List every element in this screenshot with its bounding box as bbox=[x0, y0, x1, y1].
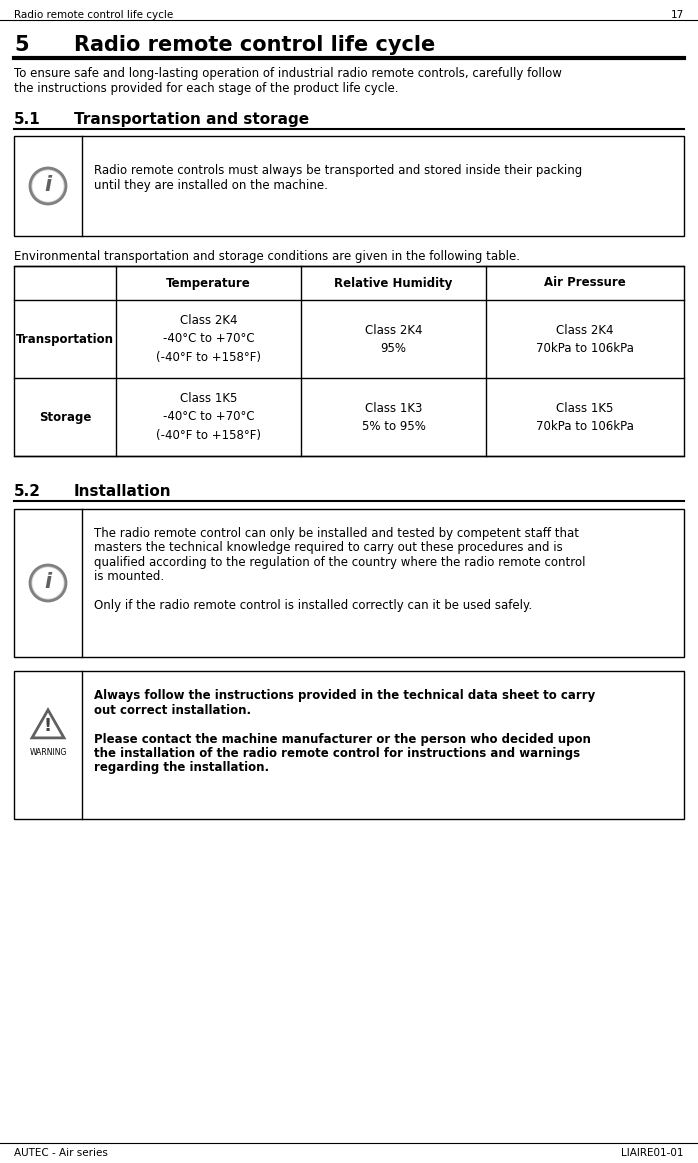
Text: Temperature: Temperature bbox=[166, 277, 251, 290]
Text: until they are installed on the machine.: until they are installed on the machine. bbox=[94, 179, 328, 192]
Text: Transportation and storage: Transportation and storage bbox=[74, 112, 309, 127]
Circle shape bbox=[30, 565, 66, 601]
Text: Class 2K4
95%: Class 2K4 95% bbox=[365, 323, 422, 355]
Bar bbox=[14, 266, 684, 456]
Text: out correct installation.: out correct installation. bbox=[94, 704, 251, 716]
Text: Installation: Installation bbox=[74, 484, 172, 499]
Text: i: i bbox=[45, 572, 52, 592]
Text: Radio remote control life cycle: Radio remote control life cycle bbox=[14, 10, 173, 20]
Text: Please contact the machine manufacturer or the person who decided upon: Please contact the machine manufacturer … bbox=[94, 733, 591, 745]
Text: Class 2K4
70kPa to 106kPa: Class 2K4 70kPa to 106kPa bbox=[536, 323, 634, 355]
Bar bbox=[14, 136, 684, 236]
Text: the instructions provided for each stage of the product life cycle.: the instructions provided for each stage… bbox=[14, 83, 399, 95]
Text: 5.2: 5.2 bbox=[14, 484, 41, 499]
Text: !: ! bbox=[44, 718, 52, 735]
Text: Relative Humidity: Relative Humidity bbox=[334, 277, 453, 290]
Text: Storage: Storage bbox=[39, 411, 91, 423]
Bar bbox=[14, 509, 684, 657]
Text: WARNING: WARNING bbox=[29, 748, 67, 757]
Text: Only if the radio remote control is installed correctly can it be used safely.: Only if the radio remote control is inst… bbox=[94, 599, 532, 613]
Text: qualified according to the regulation of the country where the radio remote cont: qualified according to the regulation of… bbox=[94, 556, 586, 569]
Circle shape bbox=[30, 167, 66, 204]
Polygon shape bbox=[32, 709, 64, 737]
Text: The radio remote control can only be installed and tested by competent staff tha: The radio remote control can only be ins… bbox=[94, 527, 579, 540]
Text: 5: 5 bbox=[14, 35, 29, 55]
Text: Air Pressure: Air Pressure bbox=[544, 277, 626, 290]
Text: Always follow the instructions provided in the technical data sheet to carry: Always follow the instructions provided … bbox=[94, 688, 595, 702]
Text: Radio remote controls must always be transported and stored inside their packing: Radio remote controls must always be tra… bbox=[94, 164, 582, 177]
Text: AUTEC - Air series: AUTEC - Air series bbox=[14, 1148, 108, 1158]
Text: masters the technical knowledge required to carry out these procedures and is: masters the technical knowledge required… bbox=[94, 542, 563, 555]
Text: the installation of the radio remote control for instructions and warnings: the installation of the radio remote con… bbox=[94, 747, 580, 759]
Text: Class 2K4
-40°C to +70°C
(-40°F to +158°F): Class 2K4 -40°C to +70°C (-40°F to +158°… bbox=[156, 314, 261, 364]
Text: Class 1K3
5% to 95%: Class 1K3 5% to 95% bbox=[362, 401, 426, 433]
Circle shape bbox=[33, 171, 63, 201]
Text: regarding the installation.: regarding the installation. bbox=[94, 762, 269, 775]
Text: Radio remote control life cycle: Radio remote control life cycle bbox=[74, 35, 436, 55]
Text: To ensure safe and long-lasting operation of industrial radio remote controls, c: To ensure safe and long-lasting operatio… bbox=[14, 67, 562, 80]
Text: 17: 17 bbox=[671, 10, 684, 20]
Text: 5.1: 5.1 bbox=[14, 112, 40, 127]
Bar bbox=[14, 671, 684, 819]
Text: Environmental transportation and storage conditions are given in the following t: Environmental transportation and storage… bbox=[14, 250, 520, 263]
Text: Transportation: Transportation bbox=[16, 333, 114, 345]
Text: Class 1K5
-40°C to +70°C
(-40°F to +158°F): Class 1K5 -40°C to +70°C (-40°F to +158°… bbox=[156, 392, 261, 442]
Text: is mounted.: is mounted. bbox=[94, 571, 164, 584]
Circle shape bbox=[33, 568, 63, 598]
Text: LIAIRE01-01: LIAIRE01-01 bbox=[621, 1148, 684, 1158]
Text: i: i bbox=[45, 174, 52, 195]
Text: Class 1K5
70kPa to 106kPa: Class 1K5 70kPa to 106kPa bbox=[536, 401, 634, 433]
